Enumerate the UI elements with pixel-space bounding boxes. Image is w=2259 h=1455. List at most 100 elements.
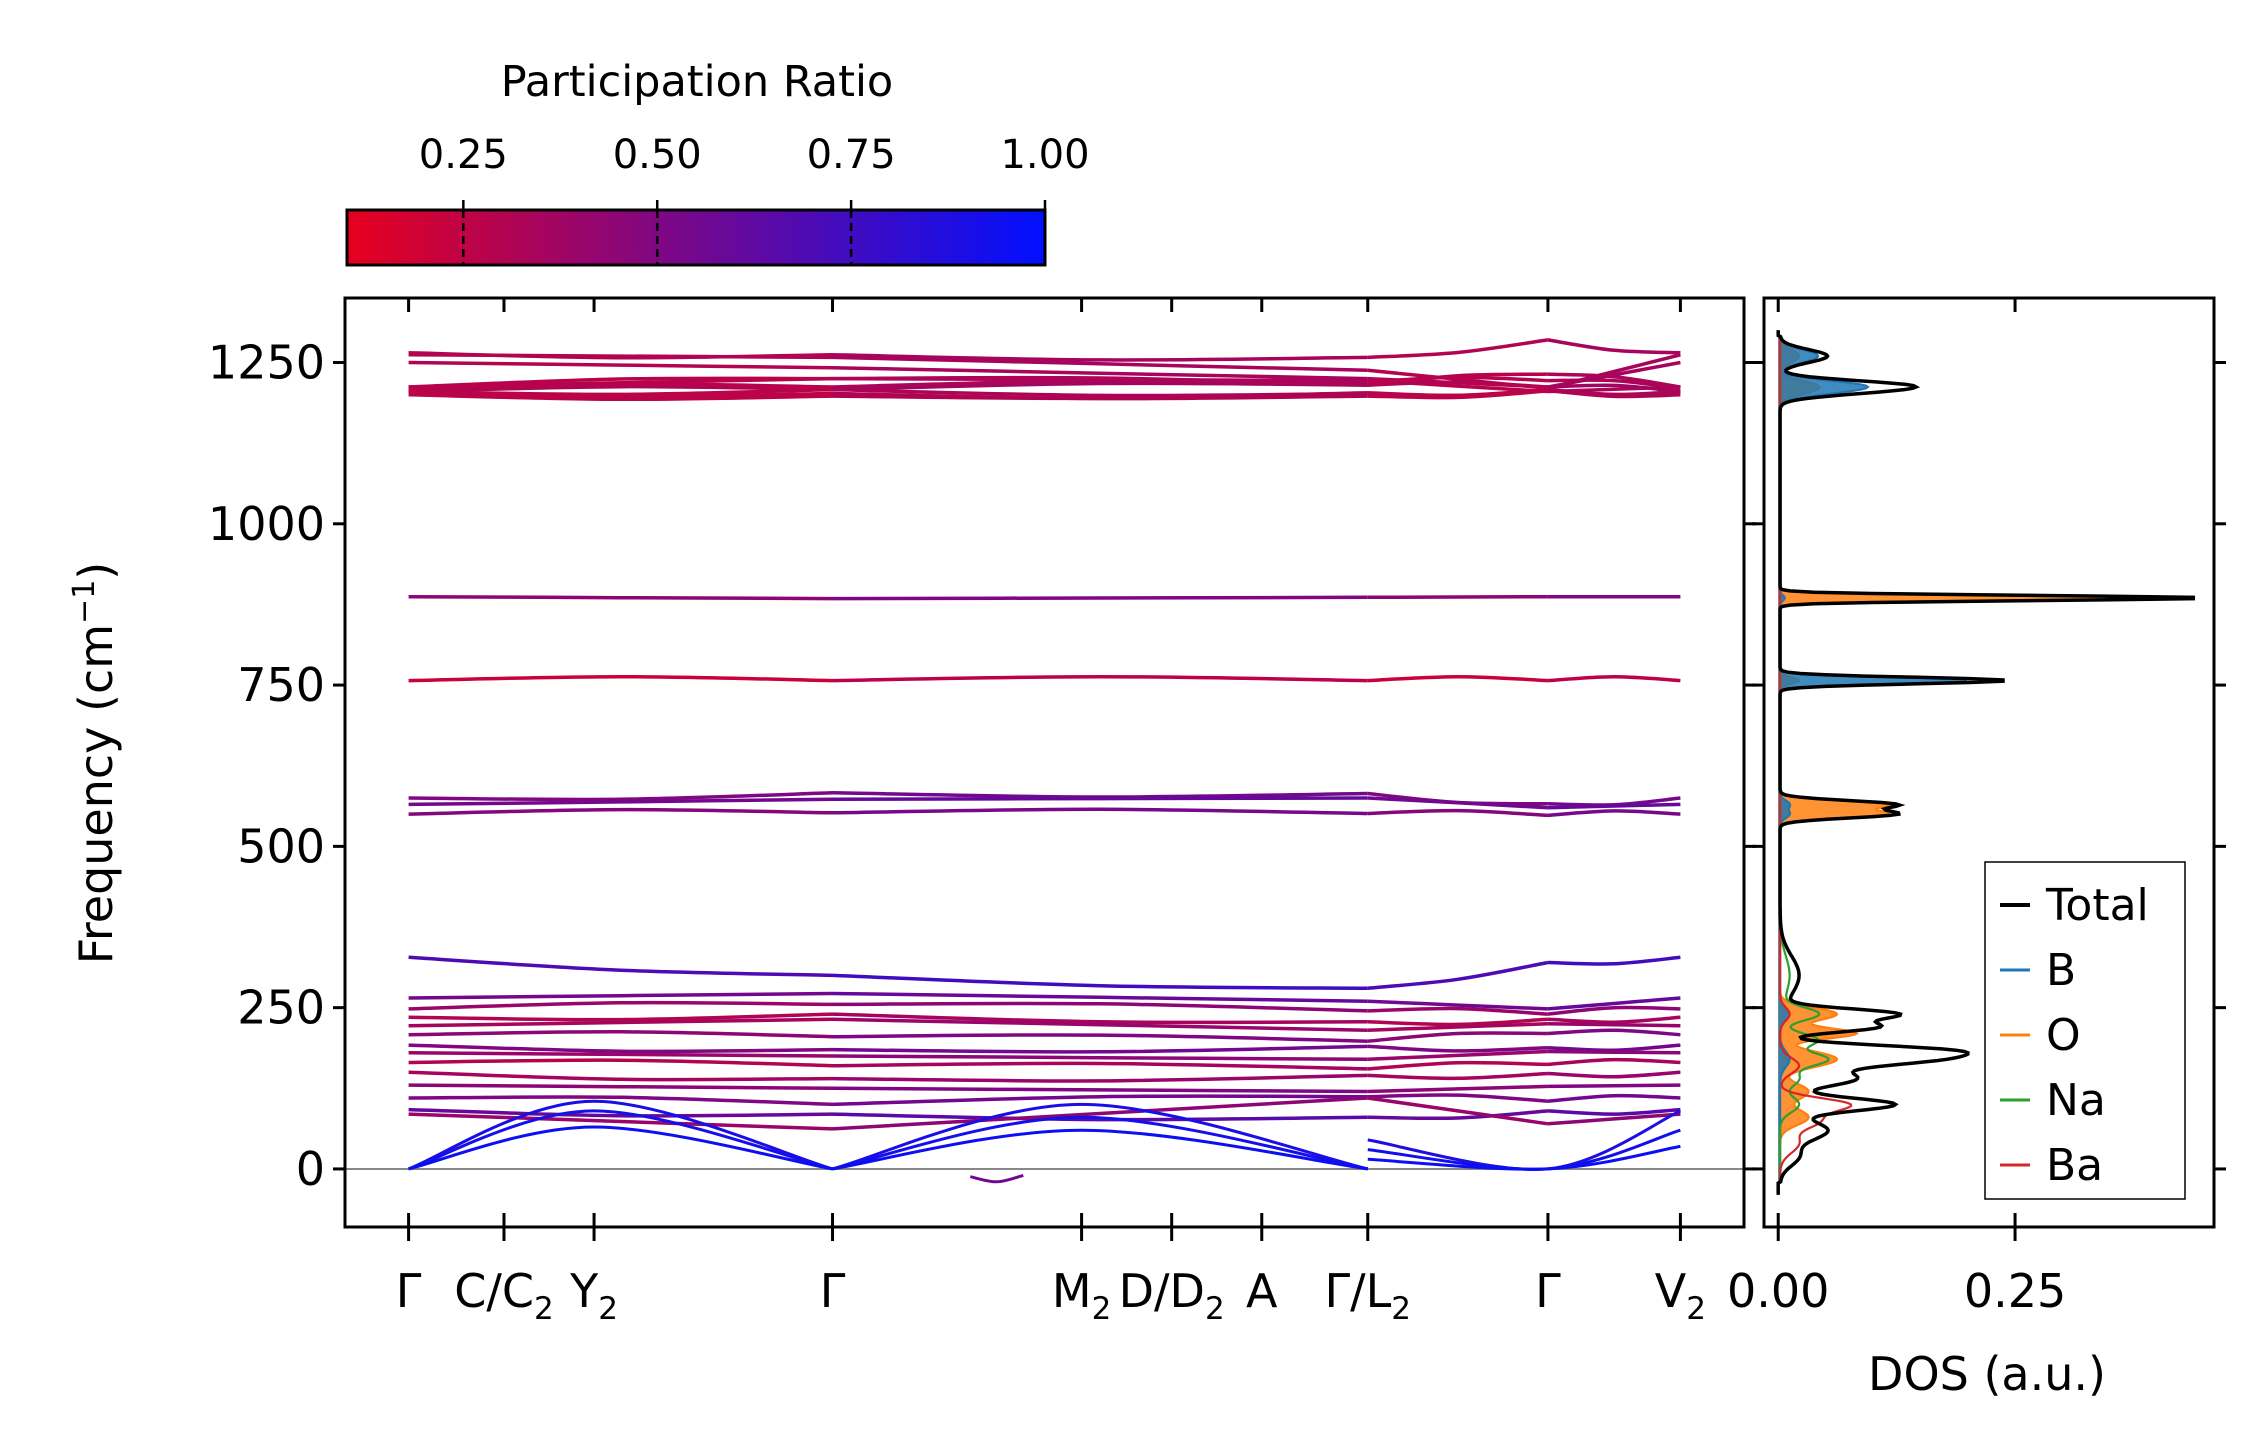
x-tick-label: Γ xyxy=(396,1264,422,1318)
phonon-band-line xyxy=(1367,960,1549,991)
y-tick-label: 1250 xyxy=(208,336,325,390)
phonon-band-line xyxy=(832,1073,1368,1083)
colorbar-gradient xyxy=(345,208,1047,267)
dos-lines xyxy=(1776,330,2196,1195)
phonon-band-line xyxy=(1547,1043,1681,1053)
phonon-band-line xyxy=(832,355,1368,373)
phonon-band-line xyxy=(1367,1049,1548,1062)
phonon-band-line xyxy=(832,365,1368,381)
phonon-band-line xyxy=(408,1051,833,1058)
phonon-band-line xyxy=(408,807,833,816)
phonon-band-line xyxy=(832,1001,1368,1013)
phonon-band-line xyxy=(1367,1071,1548,1081)
phonon-band-line xyxy=(1547,1070,1681,1079)
phonon-band-line xyxy=(408,1012,833,1022)
dos-panel: 0.00 0.25 DOS (a.u.) Total BO Na Ba xyxy=(1727,296,2226,1401)
x-tick-label-sub: 2 xyxy=(1205,1291,1225,1327)
phonon-band-line xyxy=(1367,1017,1548,1027)
phonon-band-line xyxy=(408,1000,833,1011)
colorbar: Participation Ratio 0.25 0.50 0.75 1.00 xyxy=(345,57,1090,267)
phonon-band-line xyxy=(832,973,1368,991)
phonon-band-line xyxy=(1547,338,1681,355)
phonon-band-line xyxy=(1367,808,1548,818)
phonon-band-line xyxy=(832,1054,1368,1062)
phonon-band-line xyxy=(1547,1083,1681,1089)
acoustic-band-line xyxy=(408,1099,833,1171)
x-tick-label-main: V xyxy=(1655,1264,1687,1318)
phonon-band-line xyxy=(1547,1005,1681,1016)
legend-label-Na: Na xyxy=(2046,1075,2106,1126)
colorbar-tick-label: 0.50 xyxy=(613,132,702,178)
legend-label-Total: Total xyxy=(2045,880,2149,931)
dos-x-tick-label: 0.25 xyxy=(1964,1264,2066,1318)
band-lines xyxy=(345,338,1744,1184)
phonon-band-line xyxy=(1367,387,1549,398)
phonon-band-line xyxy=(1367,999,1548,1011)
phonon-band-line xyxy=(832,353,1368,362)
acoustic-band-line xyxy=(832,1128,1368,1171)
x-tick-label-main: A xyxy=(1246,1264,1278,1318)
phonon-band-line xyxy=(408,791,833,802)
phonon-band-line xyxy=(832,1096,1368,1131)
x-tick-label: A xyxy=(1246,1264,1278,1318)
phonon-band-line xyxy=(1547,383,1681,394)
x-tick-label-sub: 2 xyxy=(1391,1291,1411,1327)
phonon-band-line xyxy=(408,991,833,1000)
x-tick-label-main: Y xyxy=(569,1264,599,1318)
phonon-band-line xyxy=(1367,1096,1549,1126)
legend-label-O: O xyxy=(2046,1010,2081,1061)
phonon-band-line xyxy=(1367,1060,1548,1071)
phonon-band-line xyxy=(408,1070,833,1082)
x-tick-label-sub: 2 xyxy=(534,1291,554,1327)
phonon-band-line xyxy=(1547,378,1681,391)
phonon-band-line xyxy=(1547,360,1681,389)
phonon-band-line xyxy=(1547,1093,1681,1103)
phonon-band-line xyxy=(832,378,1368,389)
band-axes-frame xyxy=(343,296,1746,1229)
phonon-band-line xyxy=(1547,1057,1681,1067)
phonon-band-line xyxy=(1367,338,1549,360)
phonon-band-line xyxy=(832,991,1368,1003)
phonon-band-line xyxy=(408,1030,833,1039)
phonon-band-line xyxy=(1547,809,1681,818)
phonon-band-line xyxy=(832,1017,1368,1032)
phonon-band-line xyxy=(408,1058,833,1068)
colorbar-tick-label: 1.00 xyxy=(1000,132,1089,178)
acoustic-band-line xyxy=(1367,1144,1681,1171)
x-tick-label-main: Γ xyxy=(820,1264,846,1318)
x-tick-label: Γ xyxy=(1535,1264,1561,1318)
colorbar-title: Participation Ratio xyxy=(501,57,894,107)
colorbar-tick-label: 0.75 xyxy=(807,132,896,178)
y-tick-label: 500 xyxy=(237,819,325,873)
phonon-band-line xyxy=(1547,372,1681,389)
x-tick-label-main: Γ/L xyxy=(1325,1264,1392,1318)
phonon-band-line xyxy=(408,797,833,807)
phonon-band-line xyxy=(1367,1084,1548,1094)
phonon-band-line xyxy=(408,393,833,402)
phonon-band-line xyxy=(1367,1022,1548,1032)
phonon-band-line xyxy=(1547,1112,1681,1126)
phonon-band-line xyxy=(1367,1109,1549,1121)
x-tick-label-main: C/C xyxy=(454,1264,534,1318)
dos-ticks: 0.00 0.25 xyxy=(1727,298,2226,1318)
phonon-band-line xyxy=(832,791,1368,799)
phonon-band-line xyxy=(832,391,1368,401)
phonon-band-line xyxy=(408,1095,833,1107)
x-tick-label-main: Γ xyxy=(1535,1264,1561,1318)
y-tick-label: 1000 xyxy=(208,497,325,551)
phonon-band-line xyxy=(1547,1015,1681,1024)
y-tick-label: 250 xyxy=(237,981,325,1035)
x-tick-label-sub: 2 xyxy=(1686,1291,1706,1327)
x-tick-label-sub: 2 xyxy=(598,1291,618,1327)
phonon-band-line xyxy=(408,674,833,683)
acoustic-band-line xyxy=(832,1115,1369,1171)
legend-frame xyxy=(1984,861,2186,1200)
x-tick-label: Γ xyxy=(820,1264,846,1318)
y-tick-label: 750 xyxy=(237,658,325,712)
phonon-band-line xyxy=(1547,1049,1681,1055)
y-axis-label-main: Frequency (cm xyxy=(69,624,123,964)
phonon-band-line xyxy=(1547,802,1681,810)
phonon-band-line xyxy=(832,595,1368,601)
